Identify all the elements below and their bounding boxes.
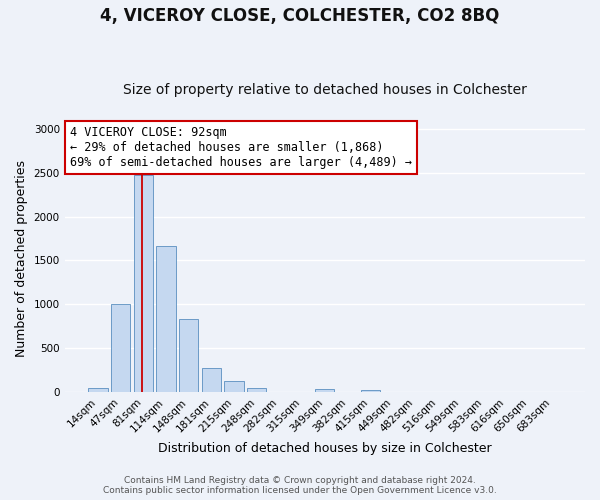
Bar bbox=[224, 381, 244, 392]
Text: 4, VICEROY CLOSE, COLCHESTER, CO2 8BQ: 4, VICEROY CLOSE, COLCHESTER, CO2 8BQ bbox=[100, 8, 500, 26]
X-axis label: Distribution of detached houses by size in Colchester: Distribution of detached houses by size … bbox=[158, 442, 491, 455]
Bar bbox=[247, 388, 266, 392]
Bar bbox=[315, 389, 334, 392]
Text: 4 VICEROY CLOSE: 92sqm
← 29% of detached houses are smaller (1,868)
69% of semi-: 4 VICEROY CLOSE: 92sqm ← 29% of detached… bbox=[70, 126, 412, 169]
Bar bbox=[88, 388, 107, 392]
Text: Contains HM Land Registry data © Crown copyright and database right 2024.
Contai: Contains HM Land Registry data © Crown c… bbox=[103, 476, 497, 495]
Bar bbox=[134, 176, 153, 392]
Bar bbox=[179, 319, 199, 392]
Title: Size of property relative to detached houses in Colchester: Size of property relative to detached ho… bbox=[123, 83, 527, 97]
Bar bbox=[361, 390, 380, 392]
Bar bbox=[111, 304, 130, 392]
Bar bbox=[157, 246, 176, 392]
Bar bbox=[202, 368, 221, 392]
Y-axis label: Number of detached properties: Number of detached properties bbox=[15, 160, 28, 357]
